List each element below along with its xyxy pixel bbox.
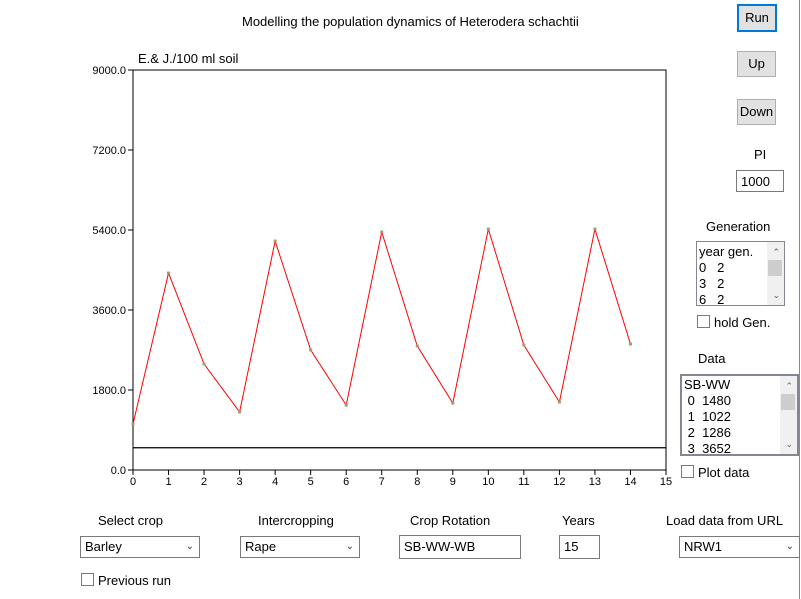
pi-label: PI (754, 147, 767, 162)
crop-rotation-label: Crop Rotation (410, 513, 491, 528)
data-list[interactable]: SB-WW 0 1480 1 1022 2 1286 3 3652 ⌃ ⌄ (680, 374, 799, 456)
select-crop-label: Select crop (98, 513, 164, 528)
intercropping-value: Rape (245, 539, 277, 554)
years-label: Years (562, 513, 595, 528)
x-tick-label: 0 (130, 476, 136, 488)
load-url-value: NRW1 (684, 539, 723, 554)
list-item[interactable]: 1 1022 (684, 409, 731, 424)
x-tick-label: 11 (518, 476, 529, 488)
data-point (167, 271, 171, 275)
data-point (380, 230, 384, 234)
x-tick-label: 3 (237, 476, 243, 488)
population-series-line (132, 228, 631, 425)
x-tick-label: 8 (414, 476, 420, 488)
select-crop-dropdown[interactable]: Barley ⌄ (80, 536, 200, 558)
list-item[interactable]: 2 1286 (684, 425, 731, 440)
data-point (309, 348, 313, 352)
hold-gen-checkbox[interactable]: hold Gen. (697, 315, 770, 330)
intercropping-dropdown[interactable]: Rape ⌄ (240, 536, 360, 558)
y-tick-label: 5400.0 (92, 225, 126, 237)
data-point (522, 343, 526, 347)
list-item[interactable]: 0 1480 (684, 393, 731, 408)
data-point (273, 239, 277, 243)
chevron-down-icon: ⌄ (785, 541, 794, 552)
x-tick-label: 6 (343, 476, 349, 488)
load-url-label: Load data from URL (666, 513, 784, 528)
x-tick-label: 12 (553, 476, 565, 488)
list-item[interactable]: SB-WW (684, 377, 731, 392)
load-url-dropdown[interactable]: NRW1 ⌄ (679, 536, 800, 558)
plot-data-label: Plot data (698, 465, 750, 480)
scroll-down-icon[interactable]: ⌄ (785, 439, 793, 449)
list-item[interactable]: 3 2 (699, 276, 725, 291)
x-tick-label: 15 (660, 476, 672, 488)
list-item[interactable]: year gen. (699, 244, 754, 259)
generation-label: Generation (706, 219, 771, 234)
data-point (238, 410, 242, 414)
data-point (628, 342, 632, 346)
chevron-down-icon: ⌄ (345, 541, 354, 552)
data-point (131, 422, 135, 426)
x-tick-label: 14 (624, 476, 636, 488)
x-tick-label: 9 (450, 476, 456, 488)
scroll-up-icon[interactable]: ⌃ (785, 381, 793, 391)
checkbox-icon[interactable] (81, 573, 94, 586)
y-tick-label: 1800.0 (92, 385, 126, 397)
up-button[interactable]: Up (737, 51, 776, 77)
run-button[interactable]: Run (737, 4, 777, 32)
plot-frame (132, 69, 667, 471)
select-crop-value: Barley (85, 539, 122, 554)
x-tick-label: 7 (379, 476, 385, 488)
generation-list[interactable]: year gen. 0 2 3 2 6 2 ⌃ ⌄ (696, 241, 785, 306)
data-label: Data (698, 351, 726, 366)
data-point (415, 344, 419, 348)
x-tick-label: 13 (589, 476, 601, 488)
data-point (593, 227, 597, 231)
crop-rotation-input[interactable]: SB-WW-WB (399, 535, 521, 559)
down-button[interactable]: Down (737, 99, 776, 125)
y-tick-label: 3600.0 (92, 305, 126, 317)
checkbox-icon[interactable] (681, 465, 694, 478)
y-tick-label: 7200.0 (92, 145, 126, 157)
x-tick-label: 1 (165, 476, 171, 488)
data-point (557, 400, 561, 404)
data-point (344, 403, 348, 407)
right-border (799, 0, 800, 599)
pi-input[interactable]: 1000 (736, 170, 784, 192)
x-tick-label: 10 (482, 476, 494, 488)
list-item[interactable]: 0 2 (699, 260, 725, 275)
scroll-down-icon[interactable]: ⌄ (772, 290, 780, 300)
y-tick-label: 9000.0 (92, 65, 126, 77)
data-point (202, 362, 206, 366)
x-tick-label: 5 (308, 476, 314, 488)
list-item[interactable]: 6 2 (699, 292, 725, 306)
x-tick-label: 2 (201, 476, 207, 488)
previous-run-label: Previous run (98, 573, 171, 588)
x-tick-label: 4 (272, 476, 278, 488)
checkbox-icon[interactable] (697, 315, 710, 328)
years-input[interactable]: 15 (559, 535, 600, 559)
chevron-down-icon: ⌄ (185, 541, 194, 552)
scrollbar[interactable]: ⌃ ⌄ (767, 242, 784, 305)
y-axis-label: E.& J./100 ml soil (138, 51, 239, 66)
scroll-thumb[interactable] (768, 260, 782, 276)
scroll-up-icon[interactable]: ⌃ (772, 247, 780, 257)
scrollbar[interactable]: ⌃ ⌄ (780, 376, 797, 454)
data-point (486, 227, 490, 231)
hold-gen-label: hold Gen. (714, 315, 771, 330)
list-item[interactable]: 3 3652 (684, 441, 731, 456)
intercropping-label: Intercropping (258, 513, 334, 528)
previous-run-checkbox[interactable]: Previous run (81, 573, 171, 588)
page-title: Modelling the population dynamics of Het… (242, 14, 579, 29)
data-point (451, 401, 455, 405)
y-tick-label: 0.0 (111, 465, 126, 477)
plot-data-checkbox[interactable]: Plot data (681, 465, 749, 480)
scroll-thumb[interactable] (781, 394, 795, 410)
